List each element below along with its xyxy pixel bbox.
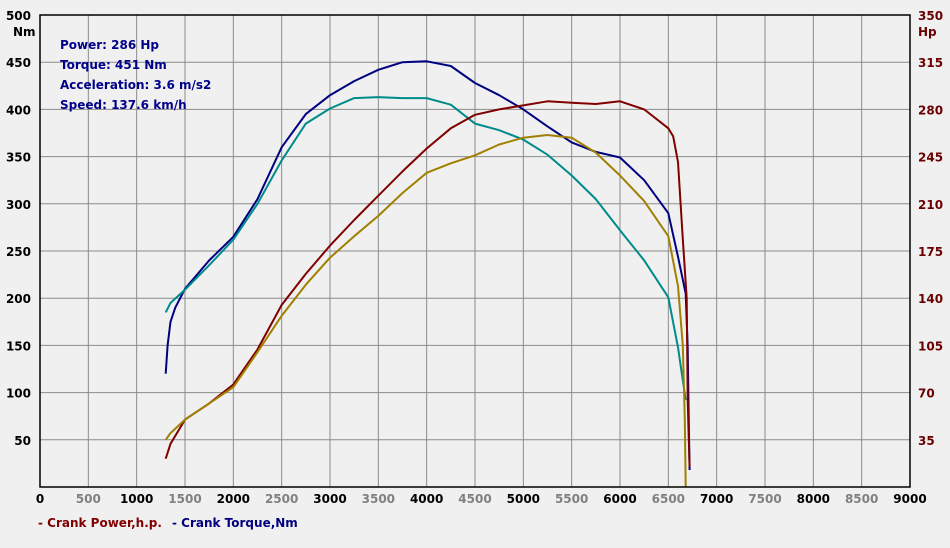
left-tick-label: 400 [6, 103, 31, 117]
x-axis-ticks: 0 500 1000 1500 2000 2500 3000 3500 4000 4500 5000… [36, 492, 927, 506]
x-tick-label: 5000 [507, 492, 540, 506]
x-tick-label: 3500 [362, 492, 395, 506]
series-crank-power-h-p [164, 100, 691, 467]
left-tick-label: 200 [6, 292, 31, 306]
x-tick-label: 500 [76, 492, 101, 506]
right-tick-label: 70 [918, 387, 935, 401]
x-tick-label: 7000 [700, 492, 733, 506]
right-tick-label: 105 [918, 339, 943, 353]
grid [40, 15, 910, 487]
x-tick-label: 3000 [313, 492, 346, 506]
x-tick-label: 7500 [748, 492, 781, 506]
series-comparison-torque [164, 96, 687, 401]
series-crank-torque-nm [164, 60, 691, 471]
right-tick-label: 245 [918, 151, 943, 165]
left-tick-label: 450 [6, 56, 31, 70]
x-tick-label: 9000 [893, 492, 926, 506]
right-tick-label: 210 [918, 198, 943, 212]
left-tick-label: 350 [6, 151, 31, 165]
left-tick-label: 50 [14, 434, 31, 448]
info-acceleration: Acceleration: 3.6 m/s2 [60, 78, 211, 92]
x-tick-label: 2500 [265, 492, 298, 506]
right-tick-label: 35 [918, 434, 935, 448]
series-lines [164, 60, 691, 488]
left-tick-label: 250 [6, 245, 31, 259]
left-axis-ticks: 50 100 150 200 250 300 350 400 450 500 [6, 9, 31, 448]
right-tick-label: 140 [918, 292, 943, 306]
right-axis-unit: Hp [918, 25, 937, 39]
left-axis-unit: Nm [13, 25, 36, 39]
legend-torque[interactable]: - Crank Torque,Nm [172, 516, 298, 530]
left-tick-label: 100 [6, 387, 31, 401]
x-tick-label: 8000 [797, 492, 830, 506]
x-tick-label: 2000 [217, 492, 250, 506]
left-tick-label: 500 [6, 9, 31, 23]
right-tick-label: 350 [918, 9, 943, 23]
left-tick-label: 150 [6, 339, 31, 353]
x-tick-label: 1000 [120, 492, 153, 506]
right-tick-label: 280 [918, 103, 943, 117]
x-tick-label: 4500 [458, 492, 491, 506]
right-tick-label: 315 [918, 56, 943, 70]
info-speed: Speed: 137.6 km/h [60, 98, 187, 112]
right-tick-label: 175 [918, 245, 943, 259]
legend-power[interactable]: - Crank Power,h.p. [38, 516, 162, 530]
plot-border [39, 14, 911, 488]
x-tick-label: 6500 [652, 492, 685, 506]
info-power: Power: 286 Hp [60, 38, 159, 52]
x-tick-label: 4000 [410, 492, 443, 506]
x-tick-label: 0 [36, 492, 44, 506]
x-tick-label: 5500 [555, 492, 588, 506]
info-torque: Torque: 451 Nm [60, 58, 167, 72]
x-tick-label: 6000 [603, 492, 636, 506]
right-axis-ticks: 35 70 105 140 175 210 245 280 315 350 [918, 9, 943, 448]
left-tick-label: 300 [6, 198, 31, 212]
x-tick-label: 1500 [168, 492, 201, 506]
series-comparison-power [164, 134, 687, 488]
x-tick-label: 8500 [845, 492, 878, 506]
